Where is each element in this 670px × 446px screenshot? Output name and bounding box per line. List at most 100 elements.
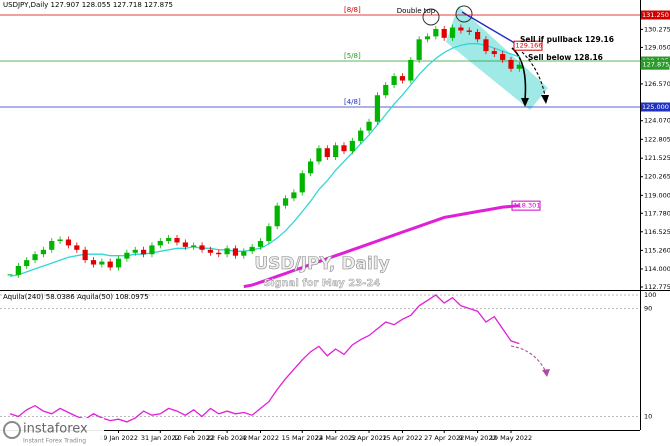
logo-tagline: Instant Forex Trading bbox=[23, 438, 86, 445]
plot: 130.275 129.050 126.570 124.070 122.805 121.5… bbox=[0, 6, 670, 442]
price-box-label: 125.000 bbox=[642, 103, 669, 111]
candle bbox=[82, 249, 88, 261]
x-tick-label: 4 Mar 2022 bbox=[242, 434, 279, 442]
price-box-label: 131.250 bbox=[642, 11, 669, 19]
y-tick-label: 90 bbox=[644, 305, 652, 313]
candle bbox=[191, 245, 197, 247]
annotation: Sell if pullback 129.16 bbox=[520, 35, 614, 44]
x-tick-label: 31 Jan 2022 bbox=[141, 434, 180, 442]
y-tick-label: 119.000 bbox=[644, 191, 670, 199]
top-circle bbox=[455, 5, 473, 23]
candle bbox=[166, 238, 172, 241]
candle bbox=[308, 161, 314, 174]
candle bbox=[366, 121, 372, 131]
candle bbox=[141, 249, 147, 255]
candle bbox=[15, 266, 21, 275]
y-tick-label: 121.525 bbox=[644, 154, 670, 162]
candle bbox=[266, 226, 272, 241]
x-tick-label: 15 Apr 2022 bbox=[382, 434, 422, 442]
candle bbox=[391, 76, 397, 85]
candle bbox=[57, 239, 63, 241]
candle bbox=[483, 39, 489, 52]
candle bbox=[316, 148, 322, 162]
candle bbox=[174, 238, 180, 243]
candle bbox=[207, 249, 213, 253]
candle bbox=[115, 258, 122, 268]
candle bbox=[399, 76, 406, 81]
arrow-head bbox=[541, 95, 549, 104]
candle bbox=[74, 245, 80, 250]
x-tick-label: 19 Jan 2022 bbox=[99, 434, 138, 442]
candle bbox=[416, 39, 422, 60]
candle bbox=[516, 64, 522, 69]
candle bbox=[32, 254, 38, 261]
candle bbox=[408, 59, 414, 81]
level-name: [4/8] bbox=[344, 98, 361, 106]
candle bbox=[324, 148, 330, 158]
candle bbox=[99, 261, 105, 265]
x-tick-label: 5 Apr 2022 bbox=[351, 434, 387, 442]
logo-icon bbox=[3, 421, 21, 439]
candle bbox=[199, 245, 205, 250]
x-tick-label: 27 Apr 2022 bbox=[424, 434, 464, 442]
candle bbox=[291, 192, 297, 199]
candle bbox=[349, 140, 355, 152]
top-circle bbox=[422, 8, 440, 26]
candle bbox=[299, 173, 305, 193]
candle bbox=[500, 54, 506, 60]
candle bbox=[124, 252, 130, 259]
candle bbox=[65, 239, 72, 246]
y-tick-label: 120.265 bbox=[644, 173, 670, 181]
series-line bbox=[9, 43, 520, 277]
y-tick-label: 112.775 bbox=[644, 283, 670, 291]
price-box-label: 118.301 bbox=[514, 202, 541, 210]
candle bbox=[232, 248, 239, 256]
sell-channel bbox=[446, 6, 548, 110]
candle bbox=[358, 130, 364, 141]
candle bbox=[441, 29, 447, 38]
candle bbox=[458, 27, 464, 31]
price-box-label: 129.166 bbox=[516, 42, 543, 50]
candle bbox=[424, 36, 431, 40]
level-name: [5/8] bbox=[344, 52, 361, 60]
y-tick-label: 117.780 bbox=[644, 209, 670, 217]
candle bbox=[241, 251, 247, 256]
candle bbox=[107, 261, 113, 268]
price-box-label: 127.875 bbox=[643, 61, 670, 69]
candle bbox=[224, 248, 230, 255]
candle bbox=[508, 59, 514, 69]
watermark-title: USD/JPY, Daily bbox=[254, 254, 389, 274]
candle bbox=[182, 242, 188, 247]
candle bbox=[149, 245, 155, 255]
annotation: Sell below 128.16 bbox=[528, 53, 603, 62]
x-tick-label: 24 Mar 2022 bbox=[315, 434, 356, 442]
candle bbox=[90, 260, 97, 265]
candle bbox=[491, 51, 497, 55]
candle bbox=[132, 249, 138, 253]
layout bbox=[0, 0, 670, 431]
y-tick-label: 10 bbox=[644, 413, 652, 421]
y-tick-label: 116.525 bbox=[644, 228, 670, 236]
logo: instaforex Instant Forex Trading bbox=[0, 418, 104, 446]
price-box bbox=[640, 59, 670, 70]
candle bbox=[157, 240, 163, 246]
y-tick-label: 130.275 bbox=[644, 25, 670, 33]
candle bbox=[257, 240, 264, 247]
price-box bbox=[513, 40, 543, 51]
level-name: [8/8] bbox=[344, 6, 361, 14]
chart-header: USDJPY,Daily 127.907 128.055 127.718 127… bbox=[3, 1, 173, 9]
indicator-line bbox=[9, 294, 520, 423]
x-tick-label: 10 Feb 2022 bbox=[173, 434, 213, 442]
candle bbox=[374, 95, 380, 122]
arrow-head bbox=[521, 98, 529, 107]
price-box bbox=[641, 10, 670, 20]
y-tick-label: 114.000 bbox=[644, 265, 670, 273]
candle bbox=[249, 246, 255, 252]
y-tick-label: 129.050 bbox=[644, 43, 670, 51]
x-tick-label: 9 May 2022 bbox=[458, 434, 496, 442]
dashed-arrow bbox=[521, 51, 546, 97]
series-line bbox=[243, 204, 520, 289]
y-tick-label: 122.805 bbox=[644, 135, 670, 143]
candle bbox=[341, 145, 347, 152]
